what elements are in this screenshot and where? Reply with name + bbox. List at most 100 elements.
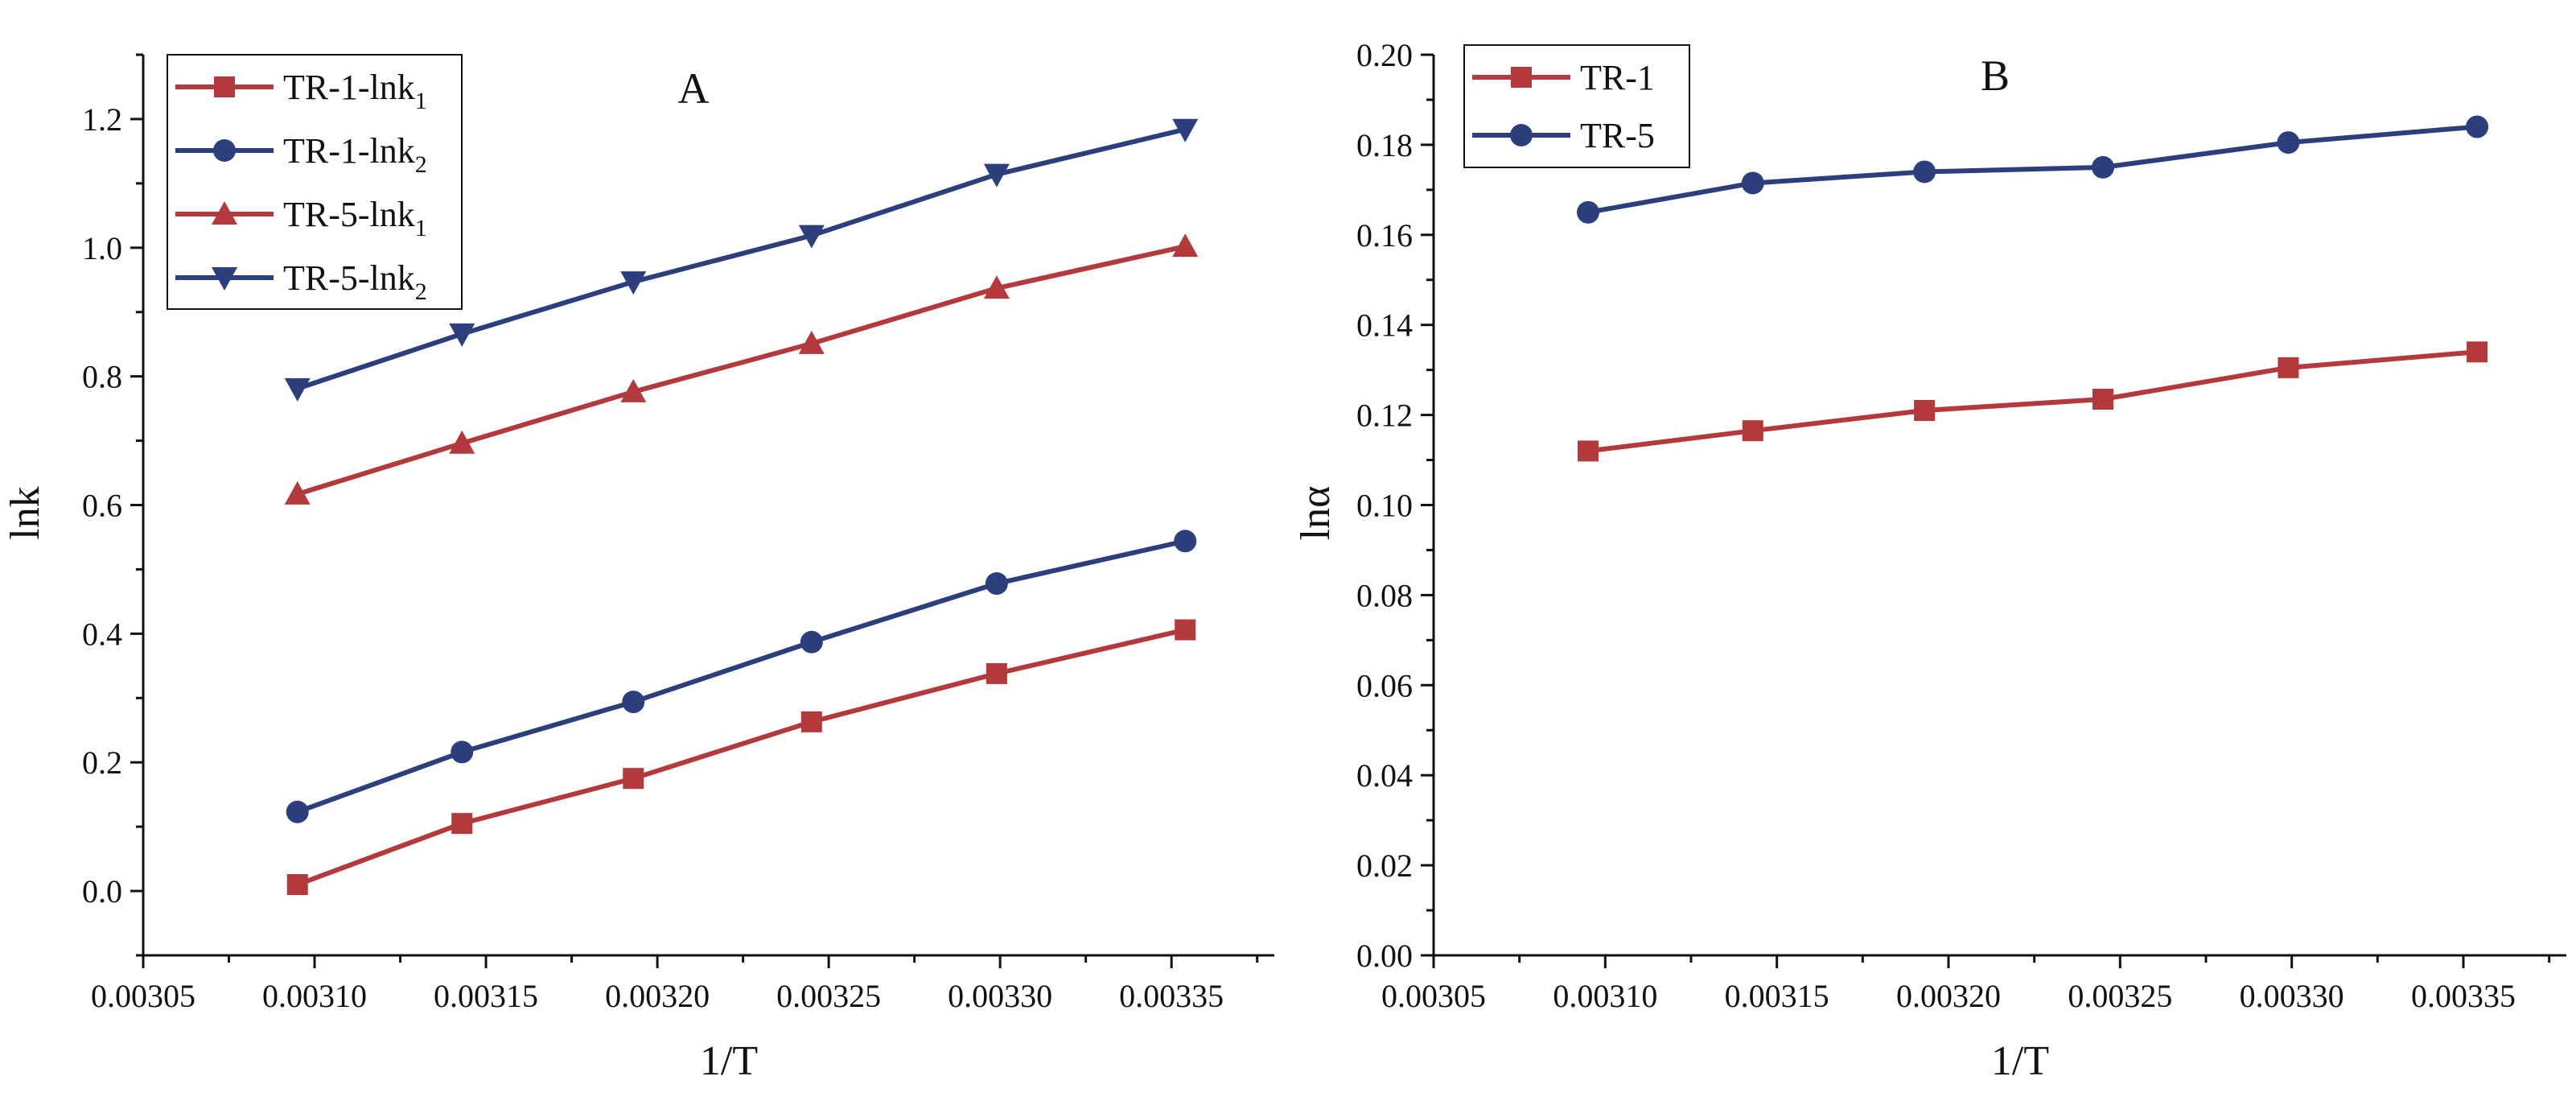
x-axis-title: 1/T [700,1038,758,1084]
data-point [983,163,1010,188]
data-point [1174,530,1197,553]
y-tick-label: 0.02 [1356,847,1413,884]
data-point [1914,400,1936,422]
data-point [284,377,311,402]
data-point [1577,200,1599,224]
data-point [1742,420,1763,442]
y-tick-label: 1.2 [82,101,122,138]
legend-item: TR-5 [1472,116,1655,155]
x-tick-label: 0.00310 [262,978,367,1014]
data-point [2092,389,2113,410]
legend-marker [212,267,237,291]
data-point [622,691,645,714]
legend-label: TR-1-lnk2 [283,131,427,178]
x-tick-label: 0.00305 [1381,978,1486,1014]
x-tick-label: 0.00315 [1725,978,1829,1014]
x-tick-label: 0.00320 [1896,978,2001,1014]
data-point [800,711,822,732]
data-point [284,480,311,505]
series-1 [286,619,1196,896]
x-axis-title: 1/T [1991,1038,2049,1084]
data-point [2467,341,2488,363]
data-point [1175,619,1196,641]
series-line [296,627,1186,887]
data-point [983,275,1010,299]
legend-item: TR-1 [1472,58,1655,97]
y-tick-label: 0.12 [1356,398,1413,434]
y-tick-label: 0.10 [1356,488,1413,524]
data-point [2466,115,2489,138]
legend: TR-1 TR-5 [1463,44,1690,168]
y-axis-title: lnα [1293,486,1339,541]
data-point [1913,160,1936,184]
chart-panel-a: 0.00305 0.00310 0.00315 0.00320 0.00325 0.003… [2,53,1274,1084]
series-line [296,244,1186,497]
data-point [286,874,308,896]
x-tick-label: 0.00330 [948,978,1052,1014]
data-point [2277,131,2300,155]
series-line [1587,124,2478,215]
legend-item: TR-1-lnk1 [175,68,427,114]
x-tick-label: 0.00320 [605,978,710,1014]
legend-marker [214,76,235,97]
legend-box [1463,44,1690,168]
data-point [449,430,475,454]
x-tick-label: 0.00335 [2411,978,2516,1014]
legend: TR-1-lnk1 TR-1-lnk2 TR-5-lnk1 TR-5-lnk2 [167,54,463,310]
series-2 [1577,115,2489,224]
series-3 [284,233,1199,505]
legend-marker [1511,67,1532,88]
x-tick-label: 0.00335 [1119,978,1224,1014]
legend-item: TR-5-lnk1 [175,195,427,241]
panel-label: B [1981,52,2010,100]
series-line [1587,349,2478,454]
y-tick-label: 0.20 [1356,37,1413,73]
data-point [1172,118,1199,142]
x-tick-label: 0.00310 [1553,978,1657,1014]
legend-marker [213,139,236,162]
series-line [296,538,1186,815]
y-tick-label: 0.18 [1356,127,1413,163]
x-tick-label: 0.00330 [2240,978,2344,1014]
data-point [798,330,825,354]
legend-label: TR-5 [1580,116,1655,155]
y-tick-label: 0.08 [1356,577,1413,613]
data-point [623,768,644,790]
legend-label: TR-1 [1580,58,1655,97]
y-tick-label: 1.0 [82,230,122,266]
data-point [986,662,1007,684]
series-2 [286,530,1197,823]
series-4 [284,118,1199,402]
panel-label: A [678,64,710,113]
series-1 [1578,341,2488,462]
legend-label: TR-1-lnk1 [283,68,427,114]
data-point [798,225,825,249]
y-tick-label: 0.14 [1356,307,1413,344]
y-tick-label: 0.04 [1356,757,1413,794]
data-point [985,572,1008,596]
y-tick-label: 0.16 [1356,217,1413,254]
data-point [286,800,309,823]
data-point [2092,155,2114,179]
y-tick-label: 0.0 [82,873,122,909]
y-tick-label: 0.06 [1356,667,1413,703]
legend-marker [212,201,237,225]
x-tick-label: 0.00325 [2068,978,2172,1014]
y-tick-label: 0.00 [1356,938,1413,974]
chart-panel-b: 0.00305 0.00310 0.00315 0.00320 0.00325 0.003… [1293,37,2566,1084]
series-line [296,126,1186,391]
x-tick-label: 0.00325 [776,978,881,1014]
legend-label: TR-5-lnk1 [283,195,427,241]
y-axis-title: lnk [2,486,48,539]
legend-item: TR-5-lnk2 [175,258,427,305]
y-tick-label: 0.2 [82,744,122,781]
legend-marker [1510,124,1533,146]
x-tick-label: 0.00305 [91,978,195,1014]
data-point [620,271,647,295]
data-point [800,630,823,654]
data-point [1741,171,1764,195]
legend-item: TR-1-lnk2 [175,131,427,178]
data-point [449,323,475,347]
data-point [2278,357,2299,378]
data-point [451,813,473,835]
